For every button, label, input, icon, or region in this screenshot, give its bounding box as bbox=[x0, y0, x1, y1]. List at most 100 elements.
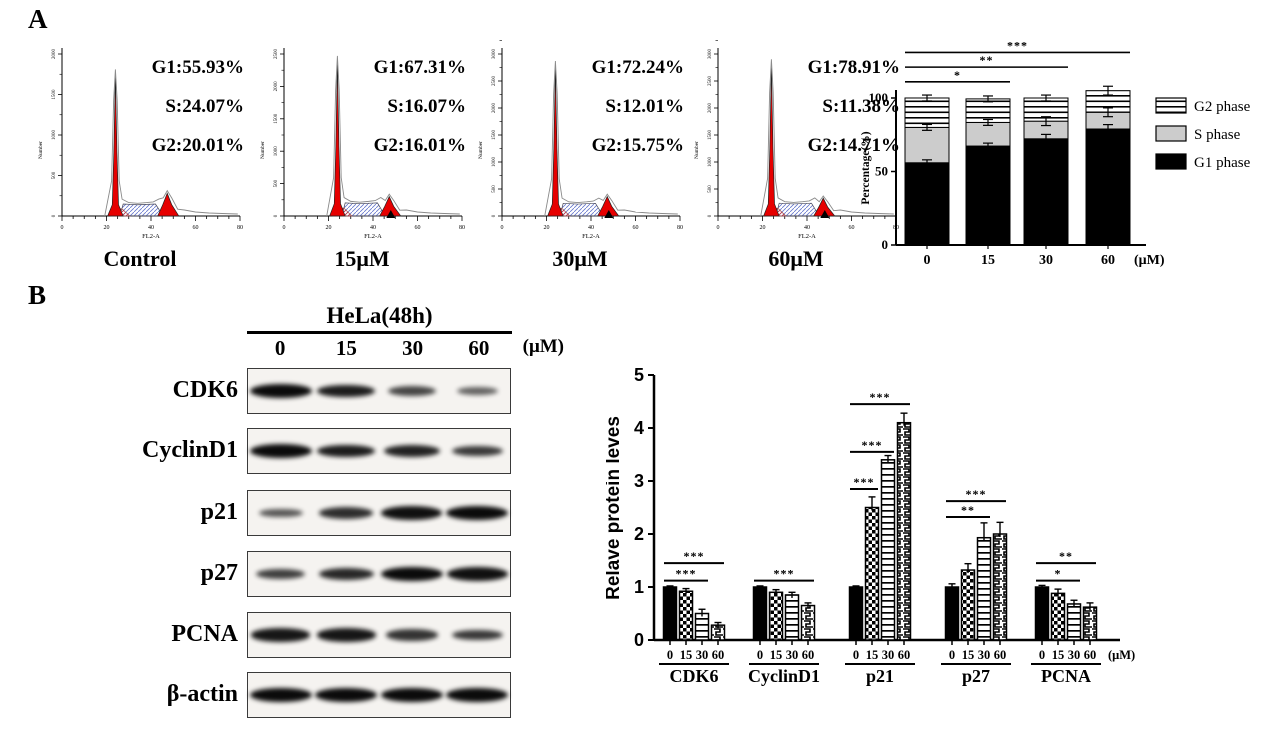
svg-text:(μM): (μM) bbox=[1108, 648, 1135, 662]
blot-image bbox=[247, 612, 511, 658]
svg-text:FL2-A: FL2-A bbox=[142, 233, 160, 240]
svg-text:1000: 1000 bbox=[52, 130, 57, 141]
svg-text:60: 60 bbox=[193, 225, 199, 231]
svg-text:50: 50 bbox=[875, 164, 888, 179]
svg-text:1500: 1500 bbox=[52, 89, 57, 100]
panel-a-label: A bbox=[28, 4, 48, 34]
svg-text:30: 30 bbox=[1039, 253, 1053, 268]
flow-histogram: 0 20 40 60 80 0 500 1000 1500 2000 2500 Number FL2-A bbox=[260, 48, 465, 240]
flow-plot-15um: 0 20 40 60 80 0 500 1000 1500 2000 2500 Number FL2-A… bbox=[256, 40, 468, 280]
svg-text:2500: 2500 bbox=[274, 49, 279, 60]
protein-band bbox=[317, 444, 376, 458]
svg-text:0: 0 bbox=[667, 648, 673, 662]
svg-text:40: 40 bbox=[148, 225, 154, 231]
svg-text:Percentage(%): Percentage(%) bbox=[860, 131, 872, 204]
svg-text:40: 40 bbox=[370, 225, 376, 231]
svg-text:0: 0 bbox=[853, 648, 859, 662]
protein-band bbox=[446, 688, 509, 702]
protein-band bbox=[249, 384, 312, 398]
protein-label: CyclinD1 bbox=[142, 437, 238, 463]
protein-label: CDK6 bbox=[172, 377, 238, 403]
blot-image bbox=[247, 551, 511, 597]
svg-text:0: 0 bbox=[501, 225, 504, 231]
g2-percent: G2:16.01% bbox=[373, 135, 466, 156]
svg-text:3000: 3000 bbox=[492, 49, 497, 60]
flow-plot-60um: 020406080050010001500200025003000NumberF… bbox=[690, 40, 902, 280]
blot-lane-labels: 0 15 30 60 (μM) bbox=[247, 336, 564, 361]
svg-text:***: *** bbox=[862, 438, 883, 452]
svg-text:20: 20 bbox=[760, 225, 766, 231]
svg-text:0: 0 bbox=[757, 648, 763, 662]
svg-text:20: 20 bbox=[104, 225, 110, 231]
svg-text:S phase: S phase bbox=[1194, 127, 1241, 143]
svg-text:Number: Number bbox=[260, 141, 266, 159]
svg-text:60: 60 bbox=[849, 225, 855, 231]
svg-text:60: 60 bbox=[802, 648, 815, 662]
svg-text:30: 30 bbox=[882, 648, 895, 662]
svg-text:500: 500 bbox=[708, 185, 713, 193]
svg-text:40: 40 bbox=[804, 225, 810, 231]
svg-text:500: 500 bbox=[52, 171, 57, 179]
svg-text:60: 60 bbox=[898, 648, 911, 662]
svg-text:CDK6: CDK6 bbox=[670, 666, 719, 686]
protein-band bbox=[316, 628, 376, 642]
s-percent: S:11.38% bbox=[822, 96, 900, 117]
condition-label: 30μM bbox=[552, 246, 608, 271]
condition-label: Control bbox=[103, 246, 177, 271]
flow-plot-30um: 0 20 40 60 80 0 500 1000 1500 2000 2500 3000 Number F… bbox=[474, 40, 686, 280]
blot-row-p21: p21 bbox=[20, 490, 512, 536]
protein-band bbox=[456, 387, 498, 395]
flow-histogram: 020406080050010001500200025003000NumberF… bbox=[694, 40, 899, 240]
svg-text:***: *** bbox=[870, 390, 891, 404]
protein-band bbox=[249, 444, 312, 458]
svg-text:0: 0 bbox=[61, 225, 64, 231]
protein-band bbox=[319, 507, 374, 519]
svg-text:***: *** bbox=[676, 567, 697, 581]
phase-percentages: G1:55.93% S:24.07% G2:20.01% bbox=[69, 48, 244, 165]
svg-text:15: 15 bbox=[962, 648, 975, 662]
svg-text:5: 5 bbox=[634, 365, 644, 385]
svg-text:*: * bbox=[954, 68, 961, 82]
blot-image bbox=[247, 368, 511, 414]
protein-band bbox=[451, 629, 503, 641]
lane-15: 15 bbox=[335, 336, 357, 360]
protein-band bbox=[318, 568, 374, 580]
svg-text:p27: p27 bbox=[962, 666, 990, 686]
g2-percent: G2:15.75% bbox=[591, 135, 684, 156]
flow-plot-control: 0 20 40 60 80 0 500 1000 1500 2000 Number FL2-A G1:… bbox=[34, 40, 246, 280]
svg-text:1: 1 bbox=[634, 577, 644, 597]
s-percent: S:16.07% bbox=[387, 96, 466, 117]
svg-text:1500: 1500 bbox=[492, 130, 497, 141]
svg-text:1000: 1000 bbox=[708, 157, 713, 168]
svg-text:15: 15 bbox=[770, 648, 783, 662]
svg-text:15: 15 bbox=[680, 648, 693, 662]
protein-band bbox=[446, 567, 508, 581]
svg-text:40: 40 bbox=[588, 225, 594, 231]
blot-row-cyclind1: CyclinD1 bbox=[20, 428, 512, 474]
protein-band bbox=[446, 506, 509, 520]
svg-text:***: *** bbox=[774, 567, 795, 581]
protein-label: PCNA bbox=[171, 621, 238, 647]
svg-text:2500: 2500 bbox=[492, 76, 497, 87]
protein-band bbox=[249, 688, 312, 702]
g1-percent: G1:72.24% bbox=[591, 57, 684, 78]
svg-text:**: ** bbox=[1059, 549, 1073, 563]
svg-text:p21: p21 bbox=[866, 666, 894, 686]
protein-band bbox=[385, 629, 438, 641]
lane-unit: (μM) bbox=[522, 336, 564, 357]
svg-text:30: 30 bbox=[1068, 648, 1081, 662]
phase-percentages: G1:78.91% S:11.38% G2:14.71% bbox=[725, 48, 900, 165]
svg-text:0: 0 bbox=[717, 225, 720, 231]
svg-text:60: 60 bbox=[994, 648, 1007, 662]
svg-text:CyclinD1: CyclinD1 bbox=[748, 666, 820, 686]
svg-text:60: 60 bbox=[712, 648, 725, 662]
svg-text:FL2-A: FL2-A bbox=[798, 233, 816, 240]
lane-60: 60 bbox=[468, 336, 490, 360]
svg-text:2500: 2500 bbox=[708, 76, 713, 87]
svg-text:20: 20 bbox=[326, 225, 332, 231]
svg-text:**: ** bbox=[980, 53, 994, 67]
protein-band bbox=[451, 445, 503, 457]
svg-text:1500: 1500 bbox=[708, 130, 713, 141]
